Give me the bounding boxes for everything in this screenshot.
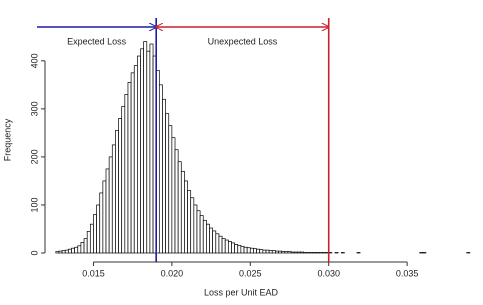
bar (199, 215, 204, 254)
bar (218, 235, 223, 254)
bar (77, 245, 82, 254)
bar (149, 43, 154, 254)
bar (146, 50, 151, 254)
x-tick-label: 0.030 (317, 268, 340, 278)
bar (133, 65, 138, 254)
bar (124, 94, 129, 254)
bar (174, 149, 179, 254)
bar (171, 137, 176, 254)
bar (256, 248, 261, 254)
bar (130, 72, 135, 254)
bar (224, 239, 229, 254)
bar (143, 41, 148, 254)
bar (96, 204, 101, 254)
bar (253, 248, 257, 254)
bar (275, 250, 279, 254)
bar (127, 82, 132, 254)
y-tick-label: 0 (29, 250, 39, 255)
x-axis-title: Loss per Unit EAD (204, 287, 279, 297)
bar (231, 242, 235, 254)
bar (64, 249, 69, 254)
bar (162, 98, 166, 254)
bar (296, 251, 301, 254)
bar (240, 245, 245, 254)
bar (215, 233, 220, 254)
bar (262, 249, 267, 254)
bar (89, 223, 94, 254)
bar (271, 250, 276, 254)
bar (137, 55, 141, 254)
range-label: Unexpected Loss (208, 36, 278, 46)
bar (86, 231, 91, 254)
bar (55, 251, 60, 254)
bar (80, 242, 85, 254)
bar (177, 161, 182, 254)
bar (118, 118, 123, 254)
bar (99, 192, 104, 254)
bar (140, 48, 144, 254)
y-tick-label: 200 (29, 149, 39, 164)
bar (115, 130, 119, 254)
range-label: Expected Loss (67, 36, 127, 46)
bar (293, 251, 298, 254)
bar (237, 244, 242, 254)
y-tick-label: 400 (29, 53, 39, 68)
y-tick-label: 100 (29, 197, 39, 212)
bar (243, 246, 248, 254)
bar (196, 210, 201, 254)
bar (221, 238, 226, 254)
bar (68, 248, 72, 254)
bar (281, 251, 286, 254)
bar (83, 238, 88, 254)
bar (227, 241, 232, 254)
bar (165, 113, 170, 254)
bar (102, 180, 107, 254)
bar (287, 251, 292, 254)
bar (193, 204, 198, 254)
bar (111, 144, 116, 254)
bar (61, 250, 66, 254)
x-tick-label: 0.015 (82, 268, 105, 278)
bar (284, 251, 289, 254)
bar (290, 251, 295, 254)
bar (168, 125, 173, 254)
bar (121, 106, 126, 254)
bar (71, 247, 75, 254)
x-tick-label: 0.035 (396, 268, 419, 278)
bar (259, 249, 264, 254)
y-axis-title: Frequency (2, 118, 12, 161)
bar (212, 230, 217, 254)
bar (209, 227, 214, 254)
bar (187, 190, 192, 254)
bar (158, 84, 163, 254)
bar (300, 251, 304, 254)
bar (180, 170, 185, 254)
bar (108, 156, 113, 254)
bar (206, 223, 210, 254)
bar (268, 250, 273, 254)
bar (249, 247, 254, 254)
bar (278, 250, 283, 254)
bar (265, 249, 270, 254)
bar (202, 219, 207, 254)
x-tick-label: 0.020 (161, 268, 184, 278)
bar (246, 247, 251, 254)
bar (184, 180, 188, 254)
x-tick-label: 0.025 (239, 268, 262, 278)
bar (93, 214, 97, 254)
bar (190, 197, 195, 254)
bar (58, 250, 63, 254)
y-tick-label: 300 (29, 101, 39, 116)
bar (234, 244, 239, 254)
bar (74, 246, 79, 254)
bar (105, 168, 110, 254)
